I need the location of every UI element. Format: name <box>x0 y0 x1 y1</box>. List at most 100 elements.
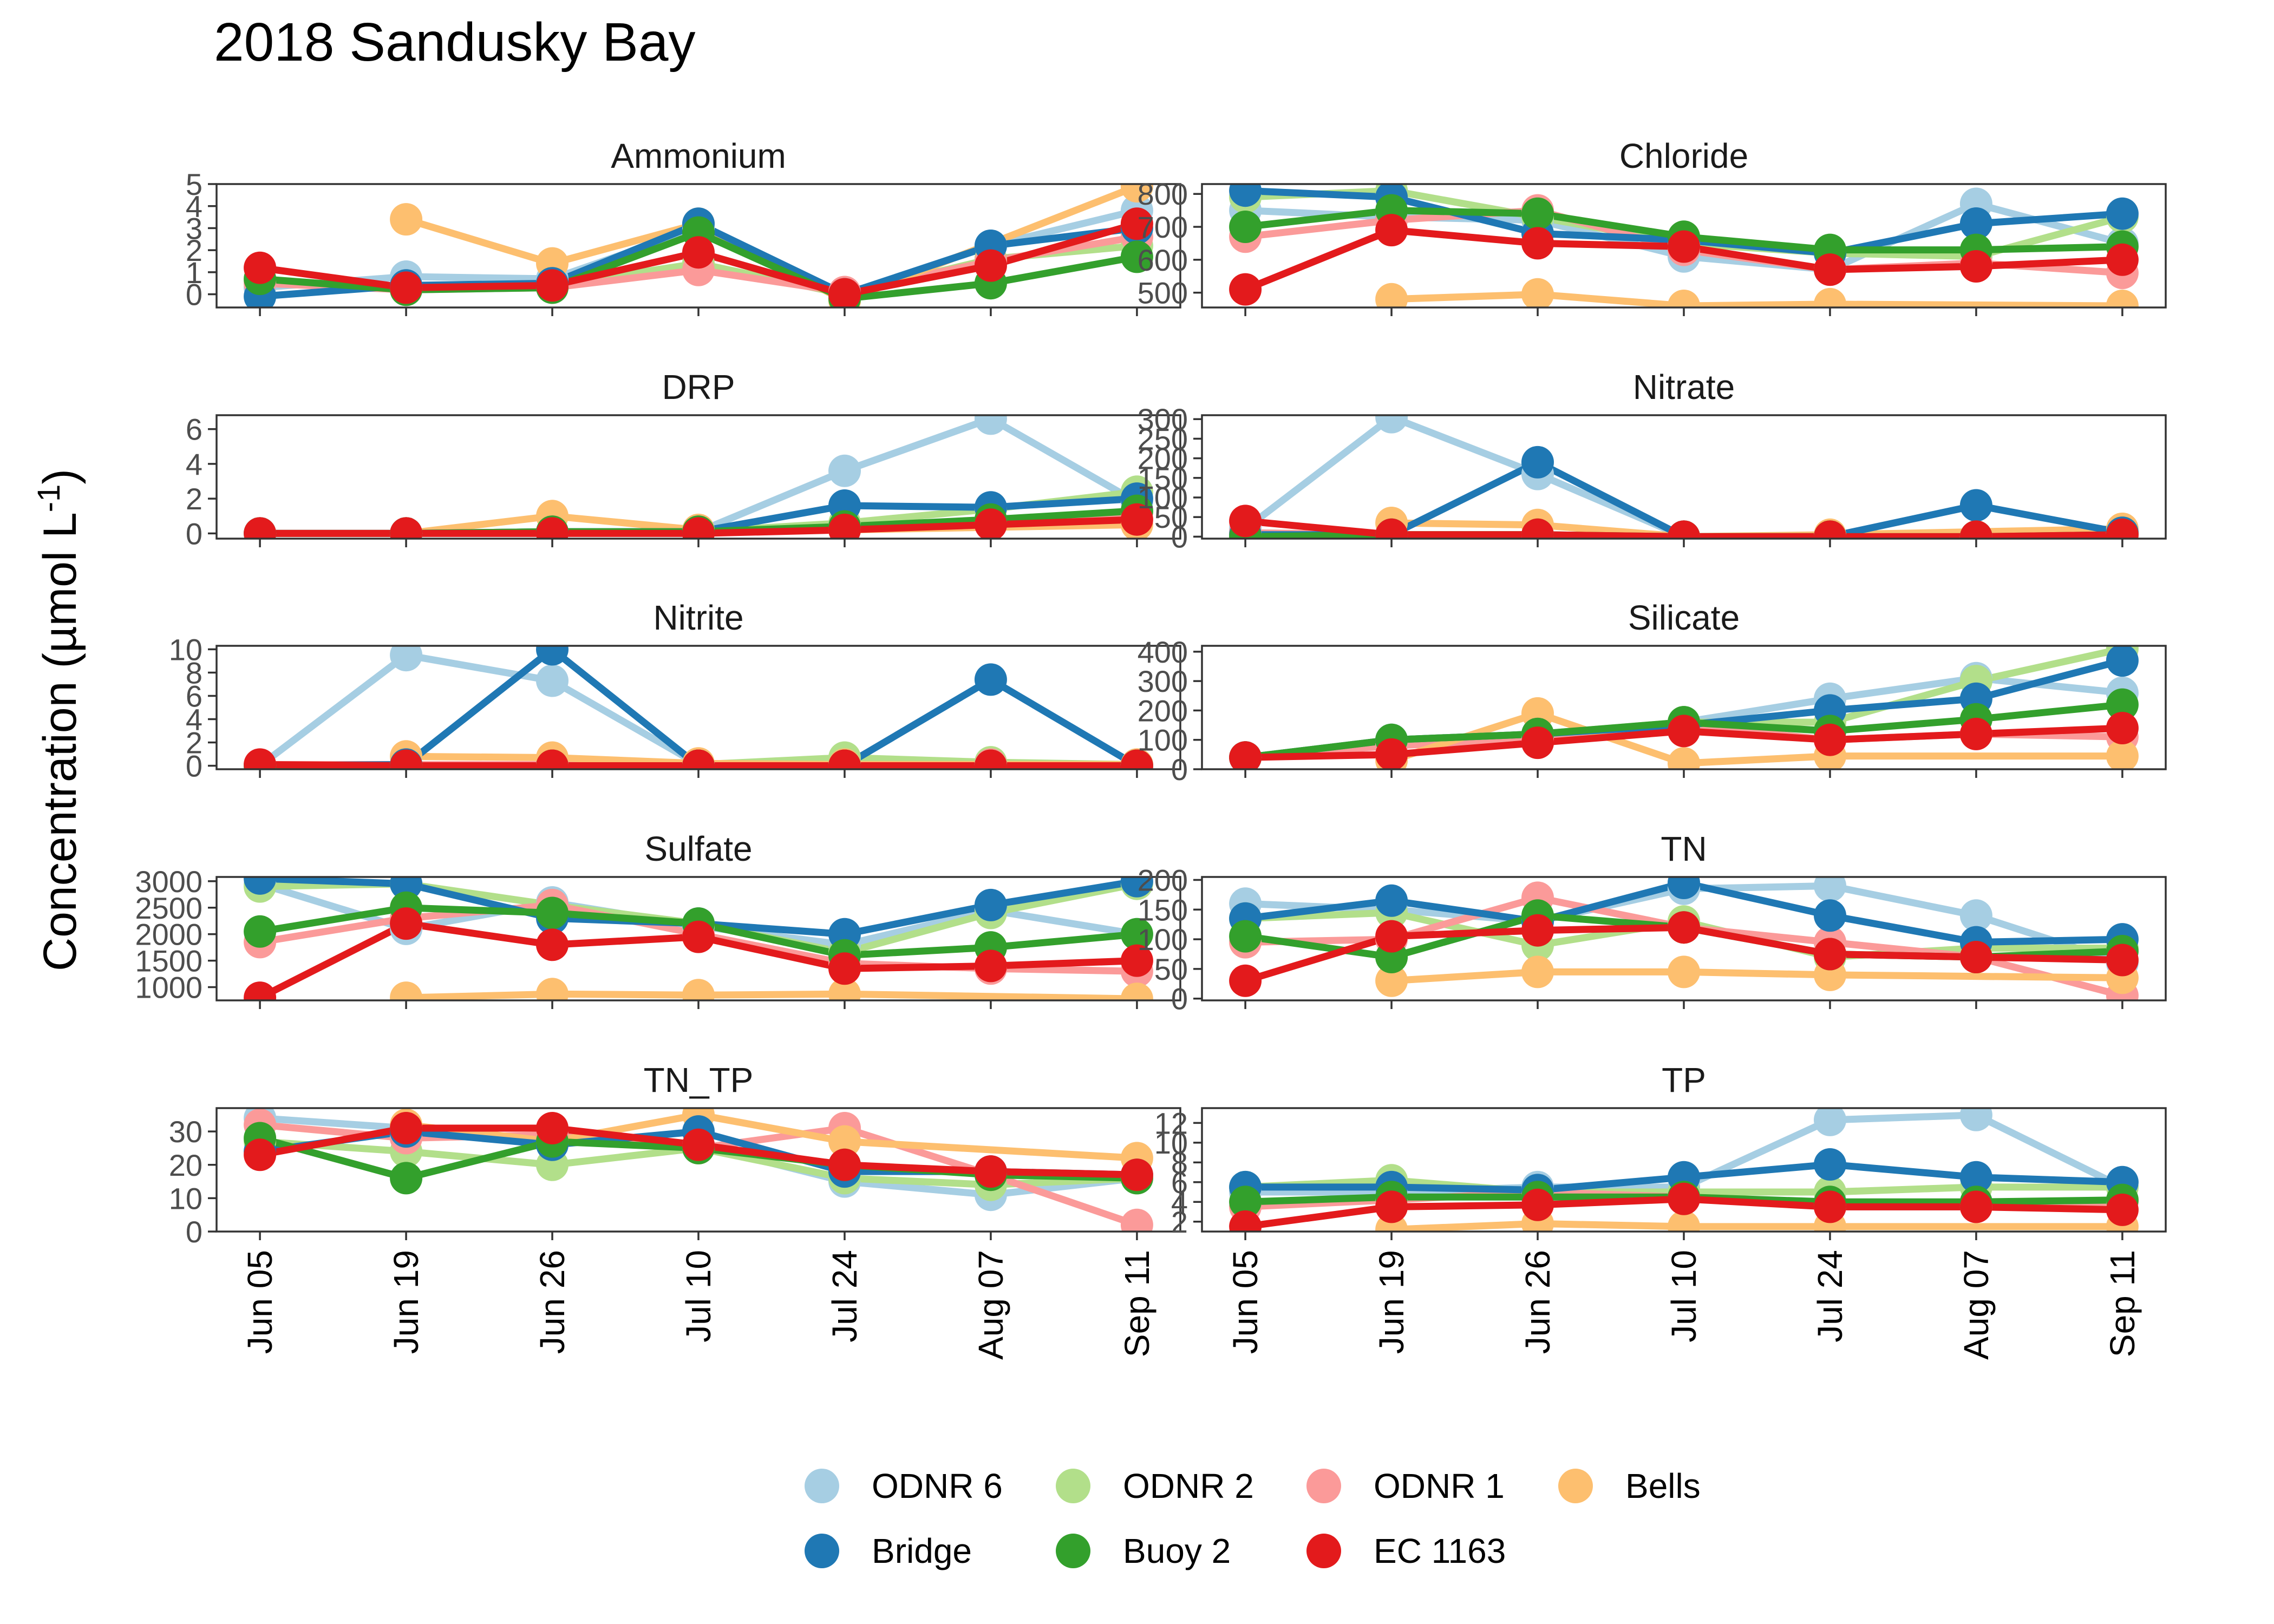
data-point-bells <box>536 978 568 1000</box>
x-tick-label: Jun 26 <box>1518 1250 1557 1354</box>
y-tick-label: 20 <box>169 1148 202 1182</box>
data-point-bridge <box>2106 646 2139 677</box>
panel-title: TN <box>1661 829 1707 868</box>
panel-data <box>1229 1108 2139 1232</box>
data-point-ec-1163 <box>536 1112 568 1144</box>
data-point-ec-1163 <box>390 1112 423 1144</box>
x-tick-label: Aug 07 <box>1957 1250 1996 1360</box>
data-point-ec-1163 <box>682 1128 715 1161</box>
y-tick-label: 50 <box>1154 500 1188 534</box>
data-point-ec-1163 <box>828 952 861 985</box>
y-tick-label: 200 <box>1138 442 1188 476</box>
panel-data <box>1229 877 2139 1000</box>
data-point-bridge <box>1959 207 1992 240</box>
data-point-ec-1163 <box>682 749 715 769</box>
legend-key-bells <box>1558 1469 1593 1503</box>
y-tick-label: 500 <box>1138 276 1188 310</box>
legend-label: ODNR 1 <box>1374 1466 1505 1505</box>
data-point-buoy-2 <box>390 1162 423 1195</box>
data-point-ec-1163 <box>1120 503 1153 536</box>
data-point-ec-1163 <box>682 920 715 953</box>
data-point-ec-1163 <box>1814 1190 1846 1223</box>
data-point-ec-1163 <box>390 271 423 304</box>
y-tick-label: 6 <box>1171 1165 1188 1200</box>
y-tick-label: 0 <box>186 516 202 551</box>
y-tick-label: 4 <box>186 703 202 737</box>
y-tick-label: 300 <box>1138 664 1188 698</box>
data-point-ec-1163 <box>1521 914 1554 947</box>
panel-data <box>1229 415 2139 539</box>
data-point-ec-1163 <box>1668 911 1700 944</box>
x-tick-label: Jun 19 <box>1372 1250 1411 1354</box>
data-point-ec-1163 <box>390 749 423 769</box>
y-tick-label: 700 <box>1138 210 1188 244</box>
data-point-odnr-6 <box>828 454 861 487</box>
data-point-ec-1163 <box>974 749 1007 769</box>
y-tick-label: 300 <box>1138 402 1188 436</box>
data-point-ec-1163 <box>1521 1188 1554 1221</box>
legend-key-buoy-2 <box>1056 1534 1090 1568</box>
data-point-ec-1163 <box>682 517 715 539</box>
data-point-ec-1163 <box>1814 520 1846 539</box>
y-axis-title-close: ) <box>34 469 86 484</box>
data-point-ec-1163 <box>1375 1190 1408 1223</box>
y-tick-label: 6 <box>186 412 202 447</box>
data-point-bridge <box>1375 884 1408 917</box>
data-point-ec-1163 <box>2106 712 2139 744</box>
data-point-bridge <box>1521 446 1554 479</box>
y-tick-label: 10 <box>1154 1126 1188 1160</box>
data-point-ec-1163 <box>1375 738 1408 769</box>
data-point-ec-1163 <box>1229 741 1262 769</box>
data-point-ec-1163 <box>1959 1190 1992 1223</box>
x-tick-label: Sep 11 <box>2103 1250 2142 1357</box>
data-point-bells <box>1668 1210 1700 1232</box>
y-tick-label: 0 <box>186 749 202 783</box>
data-point-bells <box>1120 184 1153 203</box>
panel-title: Nitrite <box>653 598 743 637</box>
data-point-ec-1163 <box>1668 1182 1700 1215</box>
data-point-ec-1163 <box>536 517 568 539</box>
data-point-buoy-2 <box>2106 688 2139 721</box>
panel-title: TP <box>1662 1060 1706 1099</box>
data-point-bridge <box>1120 877 1153 898</box>
data-point-ec-1163 <box>1521 518 1554 539</box>
legend: ODNR 6 ODNR 2 ODNR 1 Bells Bridge Buoy 2 EC 11… <box>805 1466 1701 1570</box>
data-point-ec-1163 <box>1229 964 1262 997</box>
legend-item-buoy-2: Buoy 2 <box>1056 1531 1231 1570</box>
data-point-bells <box>1521 278 1554 307</box>
data-point-bells <box>1668 747 1700 769</box>
y-tick-label: 3000 <box>135 865 202 899</box>
data-point-bridge <box>1959 489 1992 522</box>
y-tick-label: 2 <box>186 482 202 516</box>
data-point-bridge <box>1814 899 1846 932</box>
data-point-ec-1163 <box>1814 723 1846 756</box>
data-point-ec-1163 <box>536 928 568 961</box>
data-point-bells <box>390 981 423 1000</box>
data-point-ec-1163 <box>244 981 277 1000</box>
x-tick-label: Aug 07 <box>971 1250 1010 1360</box>
panel-data <box>244 646 1153 769</box>
y-tick-label: 100 <box>1138 922 1188 957</box>
legend-label: Bells <box>1625 1466 1701 1505</box>
data-point-buoy-2 <box>1229 1186 1262 1219</box>
data-point-bells <box>2106 290 2139 307</box>
panels-group: Ammonium012345Chloride500600700800DRP024… <box>135 136 2167 1360</box>
x-tick-label: Jul 24 <box>1811 1250 1850 1343</box>
data-point-ec-1163 <box>1959 717 1992 750</box>
data-point-bells <box>390 203 423 236</box>
y-axis-title-superscript: -1 <box>31 484 67 513</box>
data-point-ec-1163 <box>1375 920 1408 953</box>
panel-data <box>1229 184 2139 307</box>
legend-key-odnr-1 <box>1306 1469 1341 1503</box>
series-line-bells <box>1388 1220 2126 1232</box>
data-point-odnr-6 <box>1814 877 1846 902</box>
data-point-odnr-6 <box>390 646 423 672</box>
x-tick-label: Jul 10 <box>679 1250 718 1343</box>
data-point-ec-1163 <box>2106 243 2139 276</box>
data-point-ec-1163 <box>1120 1158 1153 1191</box>
